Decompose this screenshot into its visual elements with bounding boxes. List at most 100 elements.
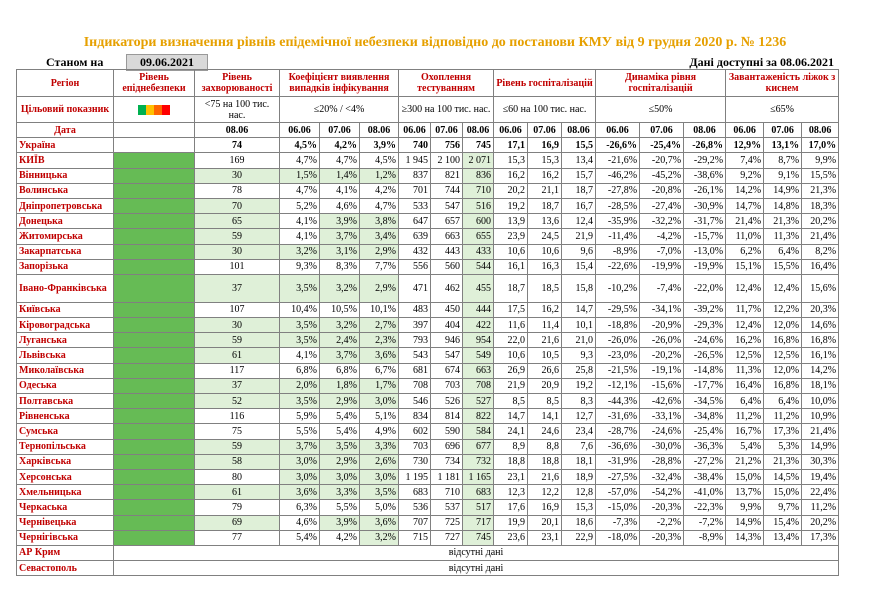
table-row: Івано-Франківська 37 3,5% 3,2% 2,9% 471 462 455…	[16, 273, 840, 303]
det-value: 3,6%	[359, 347, 399, 364]
incidence-value: 69	[194, 514, 280, 531]
region-name: Черкаська	[16, 499, 114, 516]
incidence-value: 61	[194, 347, 280, 364]
test-value: 663	[461, 362, 495, 379]
oxy-value: 12,0%	[763, 317, 803, 334]
det-value: 3,3%	[319, 484, 360, 501]
det-value: 3,0%	[359, 392, 399, 410]
det-value: 2,4%	[319, 332, 360, 349]
level-cell	[113, 332, 195, 349]
det-value: 9,3%	[279, 258, 320, 275]
test-value: 1 945	[398, 152, 431, 169]
oxy-value: 21,3%	[763, 453, 803, 470]
dyn-value: -17,7%	[683, 377, 727, 395]
dyn-value: -21,5%	[595, 362, 641, 379]
oxy-value: 22,4%	[801, 484, 840, 501]
date-test-1: 06.06	[398, 121, 431, 139]
dyn-value: -20,8%	[639, 182, 685, 199]
hosp-value: 22,0	[493, 332, 529, 349]
test-value: 1 195	[398, 468, 431, 486]
test-value: 814	[430, 408, 463, 425]
dyn-value: -15,6%	[639, 377, 685, 395]
det-value: 2,0%	[279, 377, 320, 395]
hosp-value: 23,9	[493, 228, 529, 245]
oxy-value: 14,3%	[725, 529, 765, 546]
as-of-label: Станом на	[46, 55, 104, 69]
dyn-value: -19,9%	[639, 258, 685, 275]
incidence-value: 70	[194, 197, 280, 215]
test-value: 533	[398, 197, 431, 215]
hosp-value: 17,1	[493, 137, 529, 154]
level-cell	[113, 408, 195, 425]
table-row: Рівненська 116 5,9% 5,4% 5,1% 834 814 822 14,7 14…	[16, 408, 840, 425]
region-name: Одеська	[16, 377, 114, 395]
table-row: КИЇВ 169 4,7% 4,7% 4,5% 1 945 2 100 2 071 15,3 15…	[16, 152, 840, 169]
dyn-value: -24,6%	[639, 423, 685, 440]
table-row: Дніпропетровська 70 5,2% 4,6% 4,7% 533 547 516 1…	[16, 197, 840, 215]
det-value: 4,7%	[319, 152, 360, 169]
region-name: Волинська	[16, 182, 114, 199]
det-value: 5,4%	[319, 408, 360, 425]
level-cell	[113, 273, 195, 303]
oxy-value: 9,9%	[801, 152, 840, 169]
det-value: 2,9%	[319, 392, 360, 410]
level-cell	[113, 392, 195, 410]
test-value: 444	[461, 301, 495, 319]
incidence-value: 101	[194, 258, 280, 275]
test-value: 708	[398, 377, 431, 395]
test-value: 547	[430, 347, 463, 364]
test-value: 734	[430, 453, 463, 470]
dyn-value: -33,1%	[639, 408, 685, 425]
table-row-missing: Севастополь відсутні дані	[16, 560, 840, 577]
det-value: 10,4%	[279, 301, 320, 319]
test-value: 544	[461, 258, 495, 275]
dyn-value: -25,4%	[683, 423, 727, 440]
incidence-value: 79	[194, 499, 280, 516]
det-value: 3,3%	[359, 438, 399, 455]
oxy-value: 14,9%	[801, 438, 840, 455]
det-value: 3,9%	[319, 514, 360, 531]
level-cell	[113, 423, 195, 440]
det-value: 4,2%	[319, 137, 360, 154]
test-value: 556	[398, 258, 431, 275]
det-value: 3,0%	[279, 453, 320, 470]
test-value: 740	[398, 137, 431, 154]
hosp-value: 12,2	[527, 484, 563, 501]
level-cell	[113, 529, 195, 546]
det-value: 3,5%	[279, 332, 320, 349]
det-value: 4,7%	[279, 182, 320, 199]
oxy-value: 16,7%	[725, 423, 765, 440]
det-value: 3,9%	[359, 137, 399, 154]
det-value: 1,2%	[359, 167, 399, 184]
det-value: 3,4%	[359, 228, 399, 245]
test-value: 745	[461, 529, 495, 546]
oxy-value: 15,0%	[725, 468, 765, 486]
det-value: 3,7%	[279, 438, 320, 455]
det-value: 4,1%	[279, 228, 320, 245]
level-cell	[113, 317, 195, 334]
oxy-value: 18,1%	[801, 377, 840, 395]
det-value: 3,5%	[279, 273, 320, 303]
hosp-value: 16,2	[527, 301, 563, 319]
oxy-value: 12,9%	[725, 137, 765, 154]
date-oxy-2: 07.06	[763, 121, 803, 139]
dyn-value: -31,7%	[683, 213, 727, 230]
date-hosp-2: 07.06	[527, 121, 563, 139]
date-dyn-1: 06.06	[595, 121, 641, 139]
det-value: 3,5%	[279, 392, 320, 410]
test-value: 793	[398, 332, 431, 349]
hosp-value: 19,2	[561, 377, 597, 395]
dyn-value: -54,2%	[639, 484, 685, 501]
dyn-value: -30,9%	[683, 197, 727, 215]
det-value: 2,6%	[359, 453, 399, 470]
date-oxy-1: 06.06	[725, 121, 765, 139]
oxy-value: 8,2%	[801, 243, 840, 260]
oxy-value: 9,2%	[725, 167, 765, 184]
hosp-value: 21,6	[527, 468, 563, 486]
det-value: 3,2%	[319, 317, 360, 334]
hosp-value: 26,6	[527, 362, 563, 379]
hosp-value: 16,7	[561, 197, 597, 215]
oxy-value: 16,8%	[763, 377, 803, 395]
level-cell	[113, 362, 195, 379]
region-name: Севастополь	[16, 560, 114, 577]
